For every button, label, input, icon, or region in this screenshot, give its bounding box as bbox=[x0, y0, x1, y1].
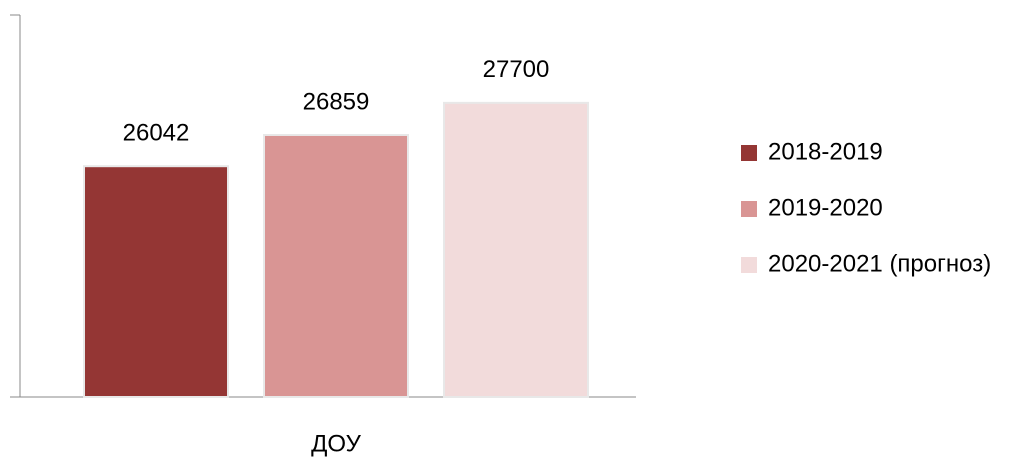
data-label: 26859 bbox=[303, 88, 370, 115]
bar bbox=[263, 133, 409, 398]
legend-label: 2020-2021 (прогноз) bbox=[768, 250, 991, 277]
legend-label: 2019-2020 bbox=[768, 194, 883, 221]
x-tick-label: ДОУ bbox=[311, 430, 361, 457]
legend-swatch bbox=[741, 257, 757, 273]
bar bbox=[443, 101, 589, 399]
data-label: 27700 bbox=[483, 56, 550, 83]
bar bbox=[83, 165, 229, 398]
legend-swatch bbox=[741, 201, 757, 217]
legend-label: 2018-2019 bbox=[768, 138, 883, 165]
data-label: 26042 bbox=[123, 120, 190, 147]
legend-swatch bbox=[741, 145, 757, 161]
